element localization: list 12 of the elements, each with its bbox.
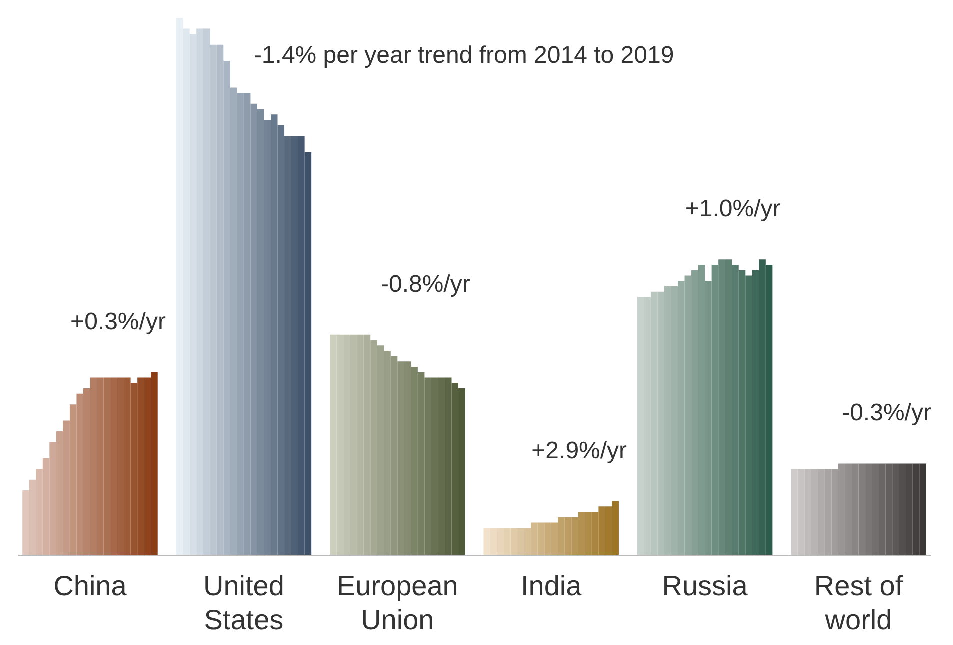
annotation: -1.4% per year trend from 2014 to 2019 — [254, 42, 674, 69]
annotation: +2.9%/yr — [532, 437, 628, 464]
annotation: -0.8%/yr — [380, 270, 470, 298]
x-tick-label: United States — [203, 570, 284, 636]
annotation: -0.3%/yr — [842, 400, 932, 427]
x-tick-label: Russia — [662, 570, 748, 602]
x-tick-label: Rest of world — [814, 570, 904, 636]
annotation: +0.3%/yr — [70, 308, 166, 336]
annotation: +1.0%/yr — [685, 196, 781, 223]
x-tick-label: European Union — [336, 570, 458, 636]
x-tick-label: China — [54, 570, 128, 602]
x-tick-label: India — [520, 570, 582, 602]
